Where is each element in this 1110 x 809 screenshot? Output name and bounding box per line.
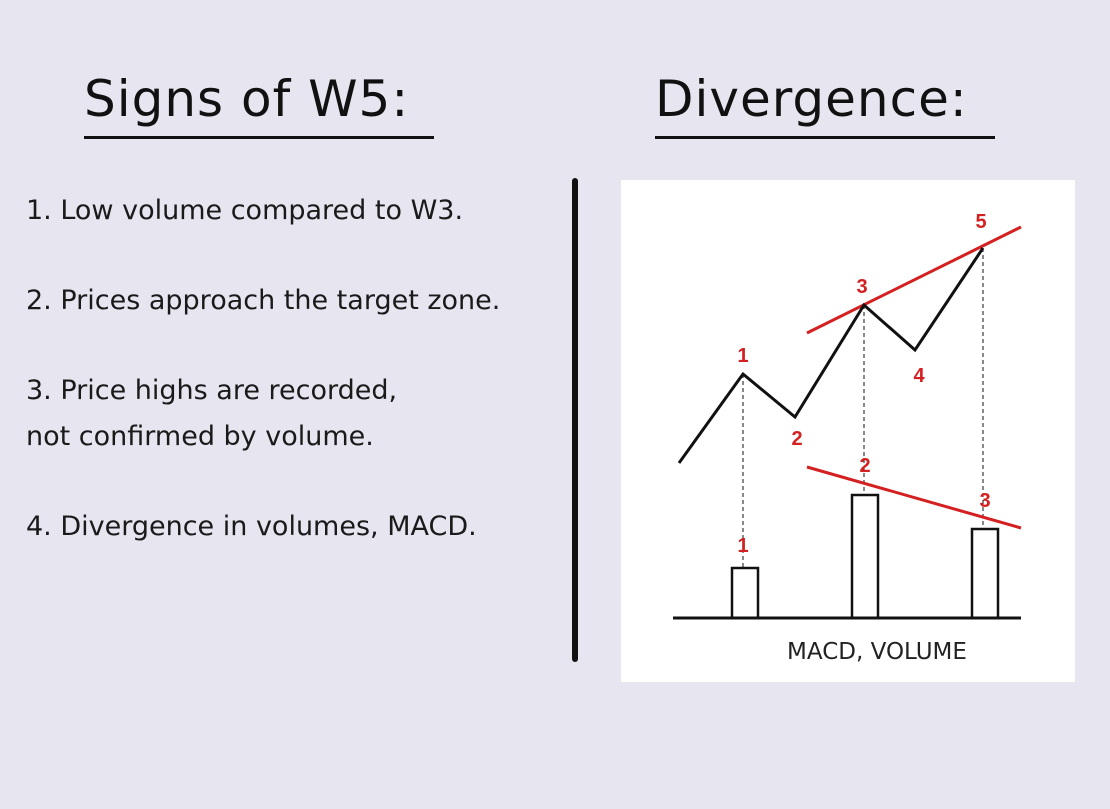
- volume-bar: [970, 527, 1000, 620]
- list-item: 1. Low volume compared to W3.: [26, 188, 500, 234]
- list-item: 3. Price highs are recorded, not confirm…: [26, 368, 500, 460]
- signs-of-w5-heading: Signs of W5:: [84, 68, 434, 139]
- vertical-divider: [572, 178, 578, 662]
- volume-bar: [730, 566, 760, 620]
- wave-label-5: 5: [975, 211, 986, 233]
- price-wave: [677, 247, 985, 464]
- divergence-diagram-panel: 1 2 3 4 5 1 2 3 MACD, VOLUME: [621, 180, 1075, 682]
- list-item-line: not confirmed by volume.: [26, 421, 374, 452]
- list-item-line: 2. Prices approach the target zone.: [26, 285, 501, 316]
- list-item: 2. Prices approach the target zone.: [26, 278, 500, 324]
- volume-label-2: 2: [859, 455, 870, 477]
- wave-label-2: 2: [791, 428, 802, 450]
- divergence-heading: Divergence:: [655, 68, 995, 139]
- volume-bar: [850, 493, 880, 620]
- list-item-line: 3. Price highs are recorded,: [26, 375, 398, 406]
- list-item: 4. Divergence in volumes, MACD.: [26, 504, 500, 550]
- volume-label-1: 1: [737, 535, 748, 557]
- volume-label-3: 3: [979, 490, 990, 512]
- list-item-line: 4. Divergence in volumes, MACD.: [26, 511, 477, 542]
- volume-trendline: [806, 465, 1022, 530]
- list-item-line: 1. Low volume compared to W3.: [26, 195, 464, 226]
- wave-label-1: 1: [737, 345, 748, 367]
- wave-label-3: 3: [856, 276, 867, 298]
- signs-list: 1. Low volume compared to W3. 2. Prices …: [26, 188, 500, 594]
- diagram-caption: MACD, VOLUME: [787, 639, 967, 665]
- price-trendline: [806, 225, 1022, 335]
- wave-label-4: 4: [913, 365, 925, 387]
- divergence-diagram: 1 2 3 4 5 1 2 3 MACD, VOLUME: [673, 211, 1022, 665]
